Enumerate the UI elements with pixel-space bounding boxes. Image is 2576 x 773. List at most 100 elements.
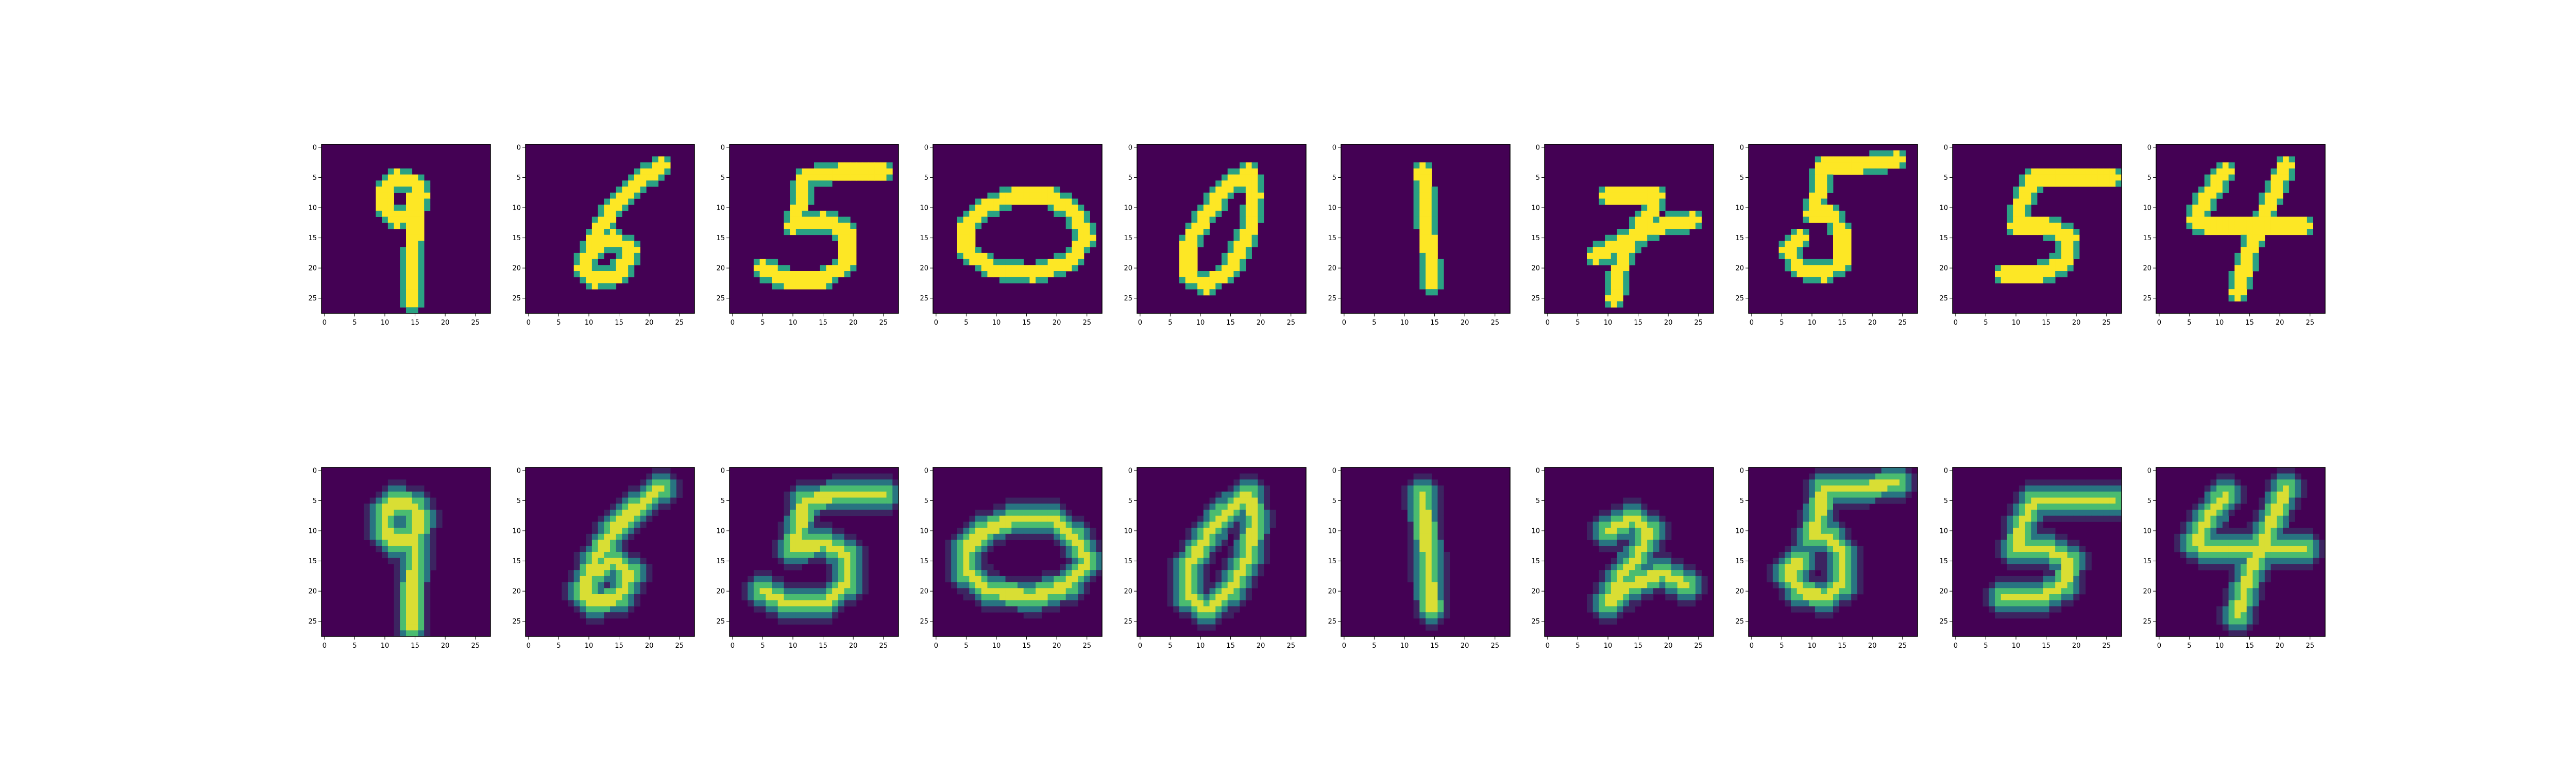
pixel-cell (2037, 582, 2044, 589)
pixel-cell (1893, 473, 1900, 480)
pixel-cell (969, 259, 976, 265)
pixel-cell (1072, 570, 1078, 577)
pixel-cell (418, 180, 425, 187)
pixel-cell (1827, 533, 1834, 540)
pixel-cell (376, 210, 382, 217)
pixel-cell (1629, 216, 1636, 223)
pixel-cell (844, 576, 851, 582)
y-tick-label: 20 (1124, 588, 1132, 596)
pixel-cell (850, 564, 857, 570)
pixel-cell (1054, 515, 1060, 522)
y-tick-label: 5 (1944, 174, 1948, 182)
pixel-cell (1426, 289, 1432, 296)
pixel-cell (2067, 558, 2074, 564)
pixel-cell (844, 473, 851, 480)
pixel-cell (844, 241, 851, 247)
pixel-cell (1203, 582, 1210, 589)
pixel-cell (2295, 479, 2301, 486)
pixel-cell (808, 283, 815, 290)
pixel-cell (1995, 582, 2002, 589)
pixel-cell (802, 491, 808, 498)
pixel-cell (1887, 491, 1894, 498)
pixel-cell (2246, 594, 2253, 601)
pixel-cell (1233, 491, 1240, 498)
pixel-cell (1803, 210, 1809, 217)
pixel-cell (1629, 503, 1636, 510)
pixel-cell (802, 612, 808, 619)
pixel-cell (808, 600, 815, 607)
pixel-cell (2013, 600, 2020, 607)
pixel-cell (2222, 552, 2229, 559)
pixel-cell (1078, 528, 1084, 534)
pixel-cell (646, 162, 653, 169)
pixel-cell (1778, 253, 1785, 259)
pixel-cell (2067, 247, 2074, 254)
pixel-cell (640, 582, 647, 589)
pixel-cell (1635, 198, 1641, 205)
pixel-cell (580, 546, 586, 552)
pixel-cell (1629, 576, 1636, 582)
pixel-cell (418, 223, 425, 229)
pixel-cell (2186, 216, 2193, 223)
pixel-cell (1797, 540, 1803, 546)
pixel-cell (1005, 594, 1012, 601)
pixel-cell (1437, 265, 1444, 272)
pixel-cell (784, 533, 790, 540)
pixel-cell (394, 600, 400, 607)
pixel-cell (1857, 156, 1863, 163)
pixel-cell (2031, 564, 2038, 570)
pixel-cell (1647, 198, 1654, 205)
pixel-cell (1065, 564, 1072, 570)
pixel-cell (1047, 582, 1054, 589)
pixel-cell (2019, 522, 2025, 528)
pixel-cell (418, 600, 425, 607)
pixel-cell (1036, 606, 1042, 613)
pixel-cell (1617, 588, 1623, 595)
pixel-cell (1245, 515, 1252, 522)
pixel-cell (2097, 510, 2104, 516)
y-tick-label: 25 (2143, 295, 2151, 303)
pixel-cell (418, 277, 425, 283)
pixel-cell (610, 588, 617, 595)
pixel-cell (622, 497, 629, 504)
pixel-cell (1623, 576, 1630, 582)
pixel-cell (1857, 546, 1863, 552)
pixel-cell (628, 533, 635, 540)
pixel-cell (1767, 564, 1773, 570)
pixel-cell (1827, 570, 1834, 577)
pixel-cell (880, 479, 887, 486)
x-tick-label: 20 (1664, 319, 1673, 327)
pixel-cell (2037, 612, 2044, 619)
pixel-cell (1845, 485, 1852, 492)
pixel-cell (1629, 546, 1636, 552)
pixel-cell (1431, 223, 1438, 229)
pixel-cell (2277, 198, 2283, 205)
pixel-cell (2259, 546, 2265, 552)
pixel-cell (406, 283, 413, 290)
pixel-cell (1617, 515, 1623, 522)
pixel-cell (2252, 552, 2259, 559)
panel-frame (1748, 144, 1918, 314)
pixel-cell (862, 558, 869, 564)
pixel-cell (1060, 570, 1066, 577)
pixel-cell (1173, 570, 1180, 577)
pixel-cell (1809, 277, 1816, 283)
pixel-cell (610, 528, 617, 534)
pixel-cell (1227, 265, 1234, 272)
pixel-cell (802, 503, 808, 510)
y-tick-label: 0 (1740, 144, 1744, 152)
pixel-cell (850, 582, 857, 589)
pixel-cell (1215, 491, 1222, 498)
pixel-cell (412, 223, 418, 229)
pixel-cell (808, 510, 815, 516)
pixel-cell (2216, 558, 2223, 564)
pixel-cell (820, 522, 826, 528)
panel-frame (1952, 467, 2122, 637)
x-tick-label: 5 (1575, 319, 1580, 327)
pixel-cell (1623, 588, 1630, 595)
pixel-cell (1809, 515, 1816, 522)
pixel-cell (795, 582, 802, 589)
pixel-cell (2252, 612, 2259, 619)
pixel-cell (1431, 271, 1438, 278)
y-tick-label: 10 (2143, 205, 2151, 212)
